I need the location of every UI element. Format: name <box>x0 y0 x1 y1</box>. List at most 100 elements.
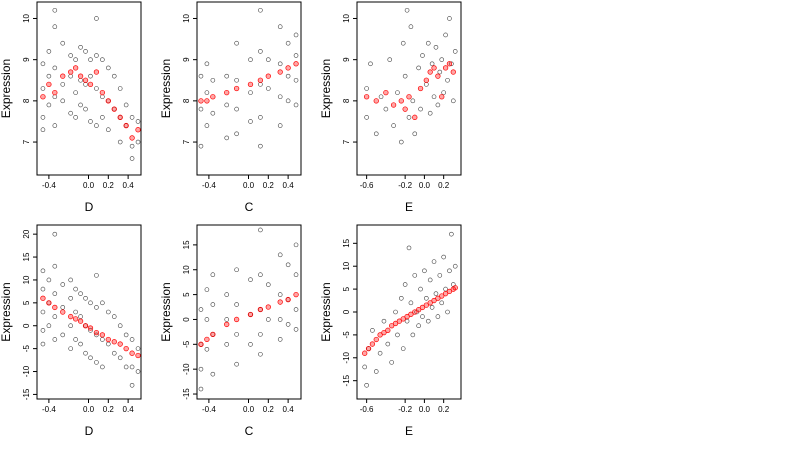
y-tick-label: 15 <box>22 252 31 261</box>
fitted-point <box>390 102 397 108</box>
y-tick-label: 5 <box>22 300 31 305</box>
observed-point <box>258 7 263 13</box>
x-tick-label: 0.2 <box>438 405 450 414</box>
x-tick-label: -0.4 <box>202 405 216 414</box>
observed-point <box>258 115 263 120</box>
y-tick-label: 10 <box>342 261 351 270</box>
fitted-point <box>93 329 100 336</box>
x-tick-label: 0.4 <box>283 405 295 414</box>
chart-panel-6: -0.6 -0.2 0.0 0.2 -15 -10 -5 0 5 10 15 E Expression <box>319 224 462 438</box>
fitted-point <box>265 73 271 79</box>
observed-point <box>111 73 117 79</box>
fitted-point <box>198 341 204 347</box>
observed-point <box>293 327 299 332</box>
observed-point <box>129 115 135 120</box>
fitted-point <box>247 81 254 88</box>
observed-point <box>117 139 123 145</box>
x-axis-label: E <box>405 424 413 438</box>
observed-point <box>398 139 404 145</box>
y-tick-label: 0 <box>182 317 191 322</box>
observed-point <box>234 40 239 46</box>
observed-point <box>73 57 78 62</box>
observed-point <box>46 323 52 329</box>
y-tick-label: 10 <box>22 275 31 284</box>
observed-point <box>52 263 58 269</box>
fitted-point <box>402 106 408 112</box>
x-tick-label: 0.0 <box>243 405 255 414</box>
x-tick-label: 0.0 <box>419 405 431 414</box>
fitted-point <box>392 320 399 327</box>
fitted-point <box>446 288 453 295</box>
observed-point <box>412 273 418 278</box>
observed-point <box>435 102 441 108</box>
observed-point <box>40 127 46 132</box>
fitted-point <box>277 69 283 75</box>
chart-panel-5: -0.4 0.0 0.2 0.4 -15 -10 -5 0 5 10 15 C Expression <box>159 224 302 438</box>
y-tick-label: 0 <box>22 323 31 328</box>
observed-point <box>52 123 58 128</box>
fitted-point <box>105 98 111 104</box>
fitted-point <box>365 345 372 352</box>
x-tick-label: 0.4 <box>283 181 295 190</box>
observed-point <box>293 272 299 278</box>
observed-point <box>60 82 66 87</box>
observed-point <box>198 143 204 149</box>
fitted-point <box>435 295 441 301</box>
fitted-point <box>439 94 445 100</box>
fitted-point <box>40 295 46 301</box>
observed-point <box>234 267 239 273</box>
observed-point <box>198 307 204 312</box>
fitted-point <box>293 291 299 298</box>
observed-point <box>88 355 93 361</box>
x-tick-label: -0.6 <box>360 405 374 414</box>
y-tick-label: 9 <box>22 57 31 62</box>
x-tick-label: -0.4 <box>202 181 216 190</box>
observed-point <box>224 292 230 297</box>
observed-point <box>123 364 129 370</box>
observed-point <box>60 305 66 310</box>
observed-point <box>364 115 369 120</box>
observed-point <box>400 40 406 46</box>
observed-point <box>277 317 283 322</box>
fitted-point <box>46 300 52 306</box>
observed-point <box>364 86 369 91</box>
observed-point <box>385 341 391 347</box>
observed-point <box>46 73 52 79</box>
observed-point <box>68 323 73 329</box>
observed-point <box>52 337 58 342</box>
observed-point <box>52 314 58 319</box>
observed-point <box>234 131 239 137</box>
fitted-point <box>398 98 404 104</box>
y-tick-label: 20 <box>22 229 31 238</box>
fitted-point <box>385 327 391 333</box>
observed-point <box>370 328 375 333</box>
y-tick-label: -15 <box>342 374 351 386</box>
fitted-point <box>383 89 389 96</box>
observed-point <box>78 291 83 296</box>
y-tick-label: 8 <box>342 98 351 103</box>
observed-point <box>368 61 373 67</box>
observed-point <box>94 16 99 21</box>
fitted-point <box>111 106 117 112</box>
observed-point <box>435 314 441 319</box>
observed-point <box>248 90 253 95</box>
observed-point <box>406 245 412 251</box>
observed-point <box>447 16 452 21</box>
observed-point <box>106 309 111 315</box>
observed-point <box>73 309 78 315</box>
observed-point <box>224 102 230 108</box>
x-tick-label: 0.2 <box>263 405 275 414</box>
fitted-point <box>442 65 449 71</box>
fitted-point <box>224 89 230 96</box>
observed-point <box>94 123 99 128</box>
observed-point <box>135 119 141 124</box>
observed-point <box>60 282 66 287</box>
x-tick-label: 0.0 <box>83 405 95 414</box>
observed-point <box>111 314 117 319</box>
observed-point <box>88 119 93 124</box>
observed-point <box>410 98 416 104</box>
fitted-point <box>406 94 412 100</box>
observed-point <box>111 350 117 356</box>
observed-point <box>277 337 283 342</box>
